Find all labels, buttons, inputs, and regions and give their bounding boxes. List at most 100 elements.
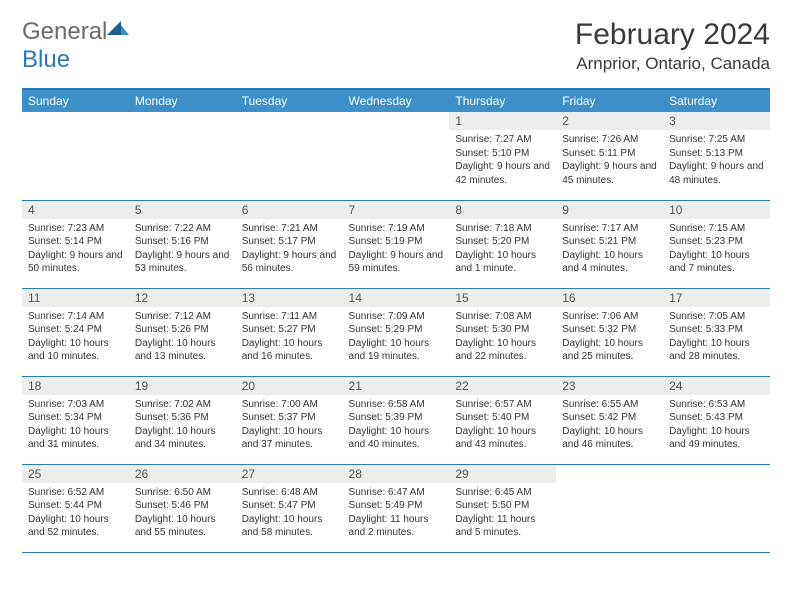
- daylight-line: Daylight: 10 hours and 22 minutes.: [455, 337, 550, 364]
- day-info: Sunrise: 6:53 AMSunset: 5:43 PMDaylight:…: [669, 398, 764, 452]
- sunset-line: Sunset: 5:11 PM: [562, 147, 657, 161]
- sunrise-line: Sunrise: 7:12 AM: [135, 310, 230, 324]
- sunset-line: Sunset: 5:16 PM: [135, 235, 230, 249]
- sunrise-line: Sunrise: 7:05 AM: [669, 310, 764, 324]
- sunrise-line: Sunrise: 6:50 AM: [135, 486, 230, 500]
- logo-word2: Blue: [22, 46, 70, 73]
- logo: GeneralBlue: [22, 18, 129, 74]
- daylight-line: Daylight: 10 hours and 19 minutes.: [349, 337, 444, 364]
- sunset-line: Sunset: 5:42 PM: [562, 411, 657, 425]
- day-cell: 26Sunrise: 6:50 AMSunset: 5:46 PMDayligh…: [129, 464, 236, 552]
- empty-cell: [663, 464, 770, 552]
- daylight-line: Daylight: 10 hours and 43 minutes.: [455, 425, 550, 452]
- day-info: Sunrise: 6:52 AMSunset: 5:44 PMDaylight:…: [28, 486, 123, 540]
- day-cell: 9 Sunrise: 7:17 AMSunset: 5:21 PMDaylight…: [556, 200, 663, 288]
- day-cell: 12Sunrise: 7:12 AMSunset: 5:26 PMDayligh…: [129, 288, 236, 376]
- day-number: 20: [236, 377, 343, 395]
- day-number: 24: [663, 377, 770, 395]
- daylight-line: Daylight: 10 hours and 7 minutes.: [669, 249, 764, 276]
- day-number: 5: [129, 201, 236, 219]
- day-cell: 21Sunrise: 6:58 AMSunset: 5:39 PMDayligh…: [343, 376, 450, 464]
- sunset-line: Sunset: 5:30 PM: [455, 323, 550, 337]
- day-info: Sunrise: 7:19 AMSunset: 5:19 PMDaylight:…: [349, 222, 444, 276]
- day-info: Sunrise: 7:05 AMSunset: 5:33 PMDaylight:…: [669, 310, 764, 364]
- day-number: 10: [663, 201, 770, 219]
- calendar-row: 11Sunrise: 7:14 AMSunset: 5:24 PMDayligh…: [22, 288, 770, 376]
- day-info: Sunrise: 7:17 AMSunset: 5:21 PMDaylight:…: [562, 222, 657, 276]
- day-number: 27: [236, 465, 343, 483]
- day-info: Sunrise: 7:09 AMSunset: 5:29 PMDaylight:…: [349, 310, 444, 364]
- calendar-row: 4Sunrise: 7:23 AMSunset: 5:14 PMDaylight…: [22, 200, 770, 288]
- day-number: 12: [129, 289, 236, 307]
- sunrise-line: Sunrise: 7:21 AM: [242, 222, 337, 236]
- daylight-line: Daylight: 11 hours and 5 minutes.: [455, 513, 550, 540]
- day-number: 2: [556, 112, 663, 130]
- daylight-line: Daylight: 9 hours and 56 minutes.: [242, 249, 337, 276]
- sunrise-line: Sunrise: 7:22 AM: [135, 222, 230, 236]
- day-cell: 6Sunrise: 7:21 AMSunset: 5:17 PMDaylight…: [236, 200, 343, 288]
- day-cell: 27 Sunrise: 6:48 AMSunset: 5:47 PMDayligh…: [236, 464, 343, 552]
- day-cell: 13Sunrise: 7:11 AMSunset: 5:27 PMDayligh…: [236, 288, 343, 376]
- weekday-header: Friday: [556, 90, 663, 112]
- daylight-line: Daylight: 10 hours and 28 minutes.: [669, 337, 764, 364]
- sunset-line: Sunset: 5:39 PM: [349, 411, 444, 425]
- daylight-line: Daylight: 9 hours and 45 minutes.: [562, 160, 657, 187]
- day-cell: 4Sunrise: 7:23 AMSunset: 5:14 PMDaylight…: [22, 200, 129, 288]
- sunrise-line: Sunrise: 7:17 AM: [562, 222, 657, 236]
- empty-cell: [236, 112, 343, 200]
- sunrise-line: Sunrise: 7:18 AM: [455, 222, 550, 236]
- day-cell: 7 Sunrise: 7:19 AMSunset: 5:19 PMDaylight…: [343, 200, 450, 288]
- daylight-line: Daylight: 10 hours and 34 minutes.: [135, 425, 230, 452]
- sunset-line: Sunset: 5:43 PM: [669, 411, 764, 425]
- day-info: Sunrise: 6:48 AMSunset: 5:47 PMDaylight:…: [242, 486, 337, 540]
- month-title: February 2024: [575, 18, 770, 52]
- title-block: February 2024 Arnprior, Ontario, Canada: [575, 18, 770, 74]
- sunrise-line: Sunrise: 7:25 AM: [669, 133, 764, 147]
- day-info: Sunrise: 7:23 AMSunset: 5:14 PMDaylight:…: [28, 222, 123, 276]
- logo-mark-icon: [107, 21, 129, 39]
- daylight-line: Daylight: 9 hours and 53 minutes.: [135, 249, 230, 276]
- sunrise-line: Sunrise: 6:52 AM: [28, 486, 123, 500]
- day-number: 22: [449, 377, 556, 395]
- daylight-line: Daylight: 9 hours and 50 minutes.: [28, 249, 123, 276]
- day-cell: 22 Sunrise: 6:57 AMSunset: 5:40 PMDayligh…: [449, 376, 556, 464]
- daylight-line: Daylight: 10 hours and 46 minutes.: [562, 425, 657, 452]
- sunset-line: Sunset: 5:49 PM: [349, 499, 444, 513]
- sunset-line: Sunset: 5:36 PM: [135, 411, 230, 425]
- weekday-header: Tuesday: [236, 90, 343, 112]
- day-cell: 14 Sunrise: 7:09 AMSunset: 5:29 PMDayligh…: [343, 288, 450, 376]
- day-number: 14: [343, 289, 450, 307]
- day-number: 7: [343, 201, 450, 219]
- day-number: 9: [556, 201, 663, 219]
- day-number: 6: [236, 201, 343, 219]
- calendar-body: 1Sunrise: 7:27 AMSunset: 5:10 PMDaylight…: [22, 112, 770, 552]
- daylight-line: Daylight: 10 hours and 37 minutes.: [242, 425, 337, 452]
- sunset-line: Sunset: 5:10 PM: [455, 147, 550, 161]
- sunrise-line: Sunrise: 6:55 AM: [562, 398, 657, 412]
- weekday-row: SundayMondayTuesdayWednesdayThursdayFrid…: [22, 90, 770, 112]
- daylight-line: Daylight: 10 hours and 1 minute.: [455, 249, 550, 276]
- sunrise-line: Sunrise: 7:26 AM: [562, 133, 657, 147]
- sunrise-line: Sunrise: 6:53 AM: [669, 398, 764, 412]
- daylight-line: Daylight: 10 hours and 4 minutes.: [562, 249, 657, 276]
- day-info: Sunrise: 7:22 AMSunset: 5:16 PMDaylight:…: [135, 222, 230, 276]
- day-number: 29: [449, 465, 556, 483]
- day-cell: 24 Sunrise: 6:53 AMSunset: 5:43 PMDayligh…: [663, 376, 770, 464]
- sunrise-line: Sunrise: 7:19 AM: [349, 222, 444, 236]
- day-info: Sunrise: 7:11 AMSunset: 5:27 PMDaylight:…: [242, 310, 337, 364]
- daylight-line: Daylight: 10 hours and 58 minutes.: [242, 513, 337, 540]
- day-info: Sunrise: 7:02 AMSunset: 5:36 PMDaylight:…: [135, 398, 230, 452]
- logo-text: GeneralBlue: [22, 18, 129, 74]
- day-info: Sunrise: 6:57 AMSunset: 5:40 PMDaylight:…: [455, 398, 550, 452]
- sunset-line: Sunset: 5:23 PM: [669, 235, 764, 249]
- sunset-line: Sunset: 5:32 PM: [562, 323, 657, 337]
- sunset-line: Sunset: 5:34 PM: [28, 411, 123, 425]
- daylight-line: Daylight: 10 hours and 16 minutes.: [242, 337, 337, 364]
- day-info: Sunrise: 6:50 AMSunset: 5:46 PMDaylight:…: [135, 486, 230, 540]
- calendar-row: 25 Sunrise: 6:52 AMSunset: 5:44 PMDayligh…: [22, 464, 770, 552]
- sunrise-line: Sunrise: 7:08 AM: [455, 310, 550, 324]
- day-number: 25: [22, 465, 129, 483]
- day-number: 19: [129, 377, 236, 395]
- weekday-header: Saturday: [663, 90, 770, 112]
- weekday-header: Sunday: [22, 90, 129, 112]
